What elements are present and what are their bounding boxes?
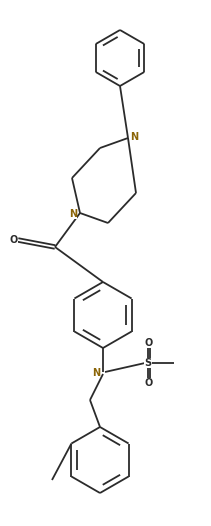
Text: O: O bbox=[145, 378, 153, 388]
Text: O: O bbox=[10, 235, 18, 245]
Text: O: O bbox=[145, 338, 153, 348]
Text: N: N bbox=[130, 132, 138, 142]
Text: S: S bbox=[145, 358, 151, 368]
Text: N: N bbox=[69, 209, 77, 219]
Text: N: N bbox=[92, 368, 100, 378]
